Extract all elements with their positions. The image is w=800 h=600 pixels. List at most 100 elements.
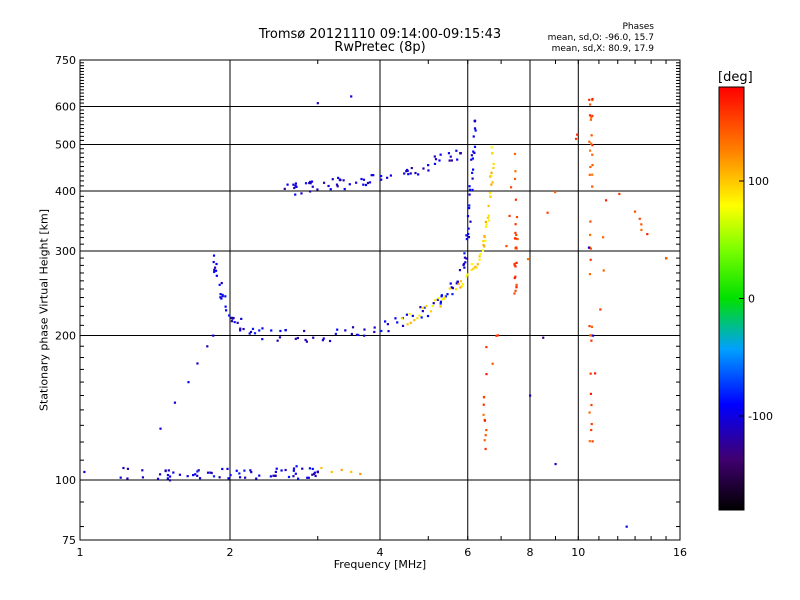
data-point xyxy=(638,217,641,220)
data-point xyxy=(466,215,470,218)
data-point xyxy=(230,316,233,319)
data-point xyxy=(515,215,519,219)
data-point xyxy=(312,336,315,339)
data-point xyxy=(164,469,167,473)
data-point xyxy=(434,158,438,161)
data-point xyxy=(485,373,488,376)
data-point xyxy=(307,476,310,479)
data-point xyxy=(272,474,275,477)
data-point xyxy=(454,288,458,291)
data-point xyxy=(173,401,177,404)
data-point xyxy=(646,233,649,236)
data-point xyxy=(221,295,224,298)
data-point xyxy=(478,255,481,258)
data-point xyxy=(455,282,458,285)
data-point xyxy=(588,98,591,101)
data-point xyxy=(594,372,597,375)
data-point xyxy=(486,216,490,219)
data-point xyxy=(314,474,317,478)
data-point xyxy=(350,95,353,98)
data-point xyxy=(387,330,390,333)
data-point xyxy=(490,183,493,186)
data-point xyxy=(450,286,453,289)
data-point xyxy=(462,262,466,266)
data-point xyxy=(473,119,477,123)
data-point xyxy=(590,339,593,342)
data-point xyxy=(604,199,608,202)
data-point xyxy=(309,182,312,185)
data-point xyxy=(513,262,516,265)
data-point xyxy=(83,470,86,474)
data-point xyxy=(295,465,298,468)
data-point xyxy=(489,195,492,198)
data-point xyxy=(270,329,273,332)
data-point xyxy=(422,307,425,310)
data-point xyxy=(484,220,487,224)
data-point xyxy=(343,187,346,191)
data-point xyxy=(490,174,493,177)
data-point xyxy=(167,469,170,472)
data-point xyxy=(588,114,592,117)
data-point xyxy=(438,159,441,162)
data-point xyxy=(514,275,517,278)
data-point xyxy=(362,178,366,181)
data-point xyxy=(344,329,347,332)
data-point xyxy=(405,313,409,316)
data-point xyxy=(448,159,451,162)
data-point xyxy=(292,469,295,472)
data-point xyxy=(587,246,591,249)
data-point xyxy=(166,473,170,477)
data-point xyxy=(292,475,295,478)
data-point xyxy=(491,152,494,155)
data-point xyxy=(313,471,316,474)
data-point xyxy=(490,171,493,174)
data-point xyxy=(460,285,464,288)
data-point xyxy=(576,133,579,136)
data-point xyxy=(311,185,314,188)
data-point xyxy=(442,297,446,300)
data-point xyxy=(514,237,517,240)
data-point xyxy=(467,227,470,230)
data-point xyxy=(588,411,591,414)
data-point xyxy=(310,180,314,183)
data-point xyxy=(589,372,592,375)
data-point xyxy=(591,163,594,167)
data-point xyxy=(470,268,473,272)
data-point xyxy=(508,214,511,218)
data-point xyxy=(468,185,471,188)
data-point xyxy=(589,247,592,250)
data-point xyxy=(465,275,468,278)
data-point xyxy=(192,474,195,477)
colorbar-unit: [deg] xyxy=(718,70,753,85)
data-point xyxy=(206,471,210,474)
data-point xyxy=(468,207,471,210)
data-point xyxy=(210,471,213,475)
data-point xyxy=(308,467,312,470)
data-point xyxy=(464,261,467,264)
data-point xyxy=(461,282,464,286)
data-point xyxy=(322,181,326,184)
data-point xyxy=(469,220,472,223)
data-point xyxy=(380,329,383,333)
data-point xyxy=(119,476,122,479)
data-point xyxy=(588,233,592,237)
data-point xyxy=(248,332,251,335)
y-tick-label: 75 xyxy=(62,534,76,547)
data-point xyxy=(213,270,216,274)
chart-subtitle: RwPretec (8p) xyxy=(334,40,426,55)
data-point xyxy=(320,466,323,470)
data-point xyxy=(465,237,468,241)
data-point xyxy=(487,214,490,217)
data-point xyxy=(463,256,467,259)
data-point xyxy=(470,263,473,266)
data-point xyxy=(274,470,277,474)
x-tick-label: 1 xyxy=(77,546,84,559)
data-point xyxy=(478,258,481,261)
data-point xyxy=(423,306,426,309)
data-point xyxy=(168,475,172,478)
data-point xyxy=(526,258,530,261)
data-point xyxy=(236,321,239,324)
data-point xyxy=(513,292,516,295)
data-point xyxy=(440,294,443,297)
data-point xyxy=(244,476,247,479)
